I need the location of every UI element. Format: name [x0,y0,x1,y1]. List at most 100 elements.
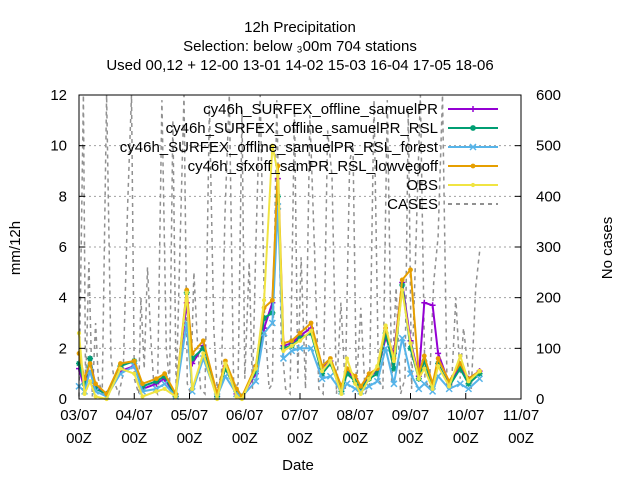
point [87,355,94,362]
point [415,385,423,393]
point [223,361,228,366]
point [470,163,476,169]
point [222,365,229,372]
point [161,373,168,380]
point [399,277,405,283]
x-tick-sublabel: 00Z [177,430,203,447]
point [270,143,275,148]
point [406,370,415,378]
legend-label: cy46h_SURFEX_offline_samuelPR [203,101,438,118]
point [140,394,145,399]
point [200,345,207,352]
point [289,338,295,344]
x-tick-sublabel: 00Z [232,430,258,447]
point [466,379,471,384]
point [421,353,427,359]
point [269,297,275,303]
point [139,383,146,390]
x-tick-sublabel: 00Z [398,430,424,447]
x-axis-label: Date [282,457,314,474]
point [476,375,484,383]
point [429,302,436,309]
y-tick-label: 6 [59,239,67,256]
point [458,353,463,359]
point [308,320,314,326]
legend-label: cy46h_SURFEX_offline_samuelPR_RSL_forest [120,139,439,156]
point [328,358,333,364]
point [288,347,296,355]
point [326,372,334,380]
legend-entry: cy46h_sfxoff_samPR_RSL_lowvegoff [188,158,498,175]
point [390,380,398,388]
point [93,381,98,387]
point [132,371,137,376]
point [131,358,137,364]
point [297,335,303,342]
x-tick-sublabel: 00Z [342,430,368,447]
point [87,379,93,384]
point [456,380,464,388]
point [382,344,390,352]
point [153,376,159,382]
point [201,351,206,356]
y-tick-label: 8 [59,188,67,205]
point [373,377,381,385]
x-tick-label: 09/07 [392,407,430,424]
point [189,355,196,362]
chart-titles: 12h Precipitation Selection: below ₃00m 7… [106,19,493,74]
point [200,338,206,344]
y-axis-label: mm/12h [7,221,24,275]
point [153,378,160,385]
x-tick-label: 06/07 [226,407,264,424]
point [407,345,414,352]
point [476,370,483,377]
point [339,391,344,397]
y2-tick-label: 300 [536,239,561,256]
point [400,287,405,293]
point [118,361,123,366]
point [383,323,388,328]
chart-title-line-2: Selection: below ₃00m 704 stations [183,38,417,55]
point [408,267,413,273]
point [93,394,98,399]
point [140,381,145,387]
point [375,363,380,369]
point [343,380,351,388]
chart-title-line-3: Used 00,12 + 12-00 13-01 14-02 15-03 16-… [106,57,493,74]
point [162,386,167,391]
y-tick-label: 0 [59,391,67,408]
point [297,338,303,343]
x-tick-sublabel: 00Z [66,430,92,447]
point [252,377,260,385]
point [465,380,472,387]
x-tick-label: 03/07 [60,407,98,424]
point [297,330,303,336]
point [357,385,364,392]
legend-entry: cy46h_SURFEX_offline_samuelPR_RSL [166,120,498,137]
point [374,370,381,377]
cases-series [78,94,481,397]
x-tick-label: 10/07 [447,407,485,424]
point [252,368,259,375]
point [162,371,168,377]
point [161,380,169,388]
point [457,365,464,372]
legend-label: OBS [406,177,438,194]
y-tick-label: 12 [50,87,67,104]
point [420,380,428,388]
legend-entry: cy46h_SURFEX_offline_samuelPR_RSL_forest [120,139,498,156]
x-tick-sublabel: 00Z [287,430,313,447]
legend-entry: cy46h_SURFEX_offline_samuelPR [203,101,498,118]
point [358,383,364,389]
legend-entry: OBS [406,177,498,194]
point [260,329,268,337]
y-tick-label: 4 [59,290,67,307]
point [268,319,276,327]
series-line [78,164,481,398]
x-tick-label: 07/07 [281,407,319,424]
point [422,366,427,371]
point [279,354,287,362]
point [307,344,315,352]
y2-tick-label: 200 [536,290,561,307]
point [382,330,389,337]
